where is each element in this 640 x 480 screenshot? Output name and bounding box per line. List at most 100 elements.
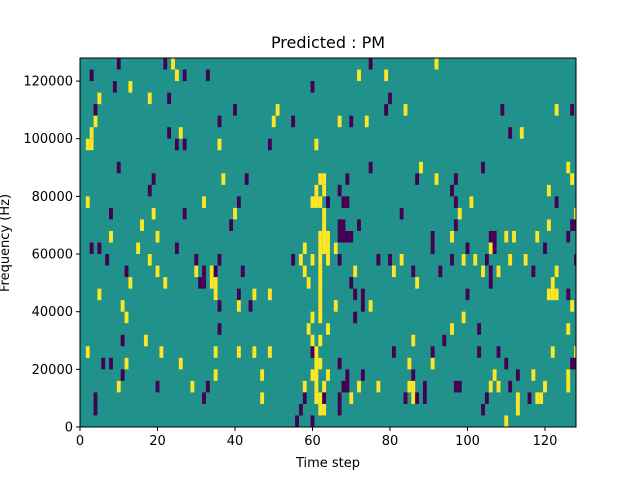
heatmap-cell <box>570 104 575 116</box>
heatmap-cell <box>546 184 551 197</box>
y-tick-label: 100000 <box>23 132 73 147</box>
heatmap-cell <box>515 403 520 416</box>
heatmap-cell <box>120 334 125 347</box>
heatmap-cell <box>391 346 396 358</box>
heatmap-cell <box>411 380 416 393</box>
heatmap-cell <box>252 288 257 301</box>
heatmap-cell <box>101 357 106 370</box>
heatmap-cell <box>453 380 458 393</box>
heatmap-cell <box>322 230 327 243</box>
heatmap-cell <box>85 346 90 358</box>
heatmap-cell <box>461 311 466 324</box>
plot-frame <box>79 57 577 428</box>
heatmap-cell <box>252 346 257 358</box>
heatmap-cell <box>508 380 513 393</box>
heatmap-cell <box>105 254 110 266</box>
heatmap-cell <box>213 265 218 278</box>
heatmap-cell <box>531 265 536 278</box>
heatmap-cell <box>550 346 555 358</box>
heatmap-cell <box>326 323 330 335</box>
heatmap-cell <box>124 265 129 278</box>
heatmap-cell <box>411 369 416 381</box>
heatmap-cell <box>360 369 365 381</box>
heatmap-cell <box>89 138 94 151</box>
heatmap-cell <box>318 230 323 243</box>
heatmap-cell <box>163 58 168 70</box>
heatmap-cell <box>202 265 206 278</box>
heatmap-cell <box>124 311 129 324</box>
heatmap-cell <box>376 380 381 393</box>
heatmap-cell <box>345 173 350 185</box>
heatmap-cell <box>337 230 342 243</box>
heatmap-cell <box>399 207 404 220</box>
heatmap-cell <box>147 92 152 105</box>
heatmap-cell <box>151 173 156 185</box>
heatmap-cell <box>89 242 94 255</box>
heatmap-cell <box>89 69 94 82</box>
heatmap-cell <box>504 357 509 370</box>
heatmap-cell <box>310 346 315 358</box>
heatmap-cell <box>434 173 439 185</box>
heatmap-cell <box>368 300 373 312</box>
x-tick-label: 120 <box>533 434 558 449</box>
heatmap-cell <box>314 138 319 151</box>
heatmap-cell <box>535 230 540 243</box>
heatmap-cell <box>376 254 381 266</box>
heatmap-cell <box>112 81 117 93</box>
heatmap-cell <box>450 230 454 243</box>
heatmap-cell <box>322 219 327 231</box>
heatmap-cell <box>318 334 323 347</box>
heatmap-cell <box>508 127 513 139</box>
heatmap-cell <box>97 92 102 105</box>
heatmap-cell <box>109 357 113 370</box>
heatmap-cell <box>353 288 358 301</box>
heatmap-cell <box>318 403 323 416</box>
heatmap-cell <box>310 369 315 381</box>
heatmap-cell <box>457 380 462 393</box>
heatmap-cell <box>318 173 323 185</box>
heatmap-cell <box>481 161 485 174</box>
heatmap-cell <box>570 173 575 185</box>
y-tick-label: 120000 <box>23 75 73 90</box>
heatmap-cell <box>411 392 416 404</box>
y-tick-label: 80000 <box>32 190 73 205</box>
heatmap-cell <box>488 380 493 393</box>
heatmap-cell <box>465 288 470 301</box>
heatmap-cell <box>326 230 330 243</box>
heatmap-cell <box>368 161 373 174</box>
heatmap-cell <box>322 173 327 185</box>
heatmap-cell <box>314 357 319 370</box>
heatmap-cell <box>554 104 559 116</box>
heatmap-cell <box>159 346 164 358</box>
heatmap-cell <box>430 230 435 243</box>
heatmap-cell <box>314 369 319 381</box>
heatmap-cell <box>399 254 404 266</box>
heatmap-cell <box>310 311 315 324</box>
x-tick-label: 40 <box>227 434 244 449</box>
heatmap-cell <box>213 346 218 358</box>
heatmap-cell <box>109 230 113 243</box>
heatmap-cell <box>504 415 509 427</box>
heatmap-cell <box>341 230 346 243</box>
heatmap-cell <box>337 392 342 404</box>
heatmap-cell <box>306 323 311 335</box>
heatmap-cell <box>492 230 497 243</box>
heatmap-cell <box>419 161 423 174</box>
heatmap-cell <box>326 369 330 381</box>
heatmap-cell <box>364 115 369 128</box>
heatmap-cell <box>550 277 555 289</box>
x-tick-label: 60 <box>304 434 321 449</box>
heatmap-cell <box>217 254 222 266</box>
heatmap-cell <box>543 242 547 255</box>
heatmap-cell <box>515 369 520 381</box>
heatmap-cell <box>229 219 234 231</box>
heatmap-cell <box>310 196 315 208</box>
heatmap-cell <box>236 288 241 301</box>
heatmap-cell <box>318 288 323 301</box>
heatmap-cell <box>174 69 179 82</box>
heatmap-cell <box>267 138 272 151</box>
heatmap-cell <box>209 277 214 289</box>
heatmap-cell <box>481 265 485 278</box>
heatmap-cell <box>85 138 90 151</box>
